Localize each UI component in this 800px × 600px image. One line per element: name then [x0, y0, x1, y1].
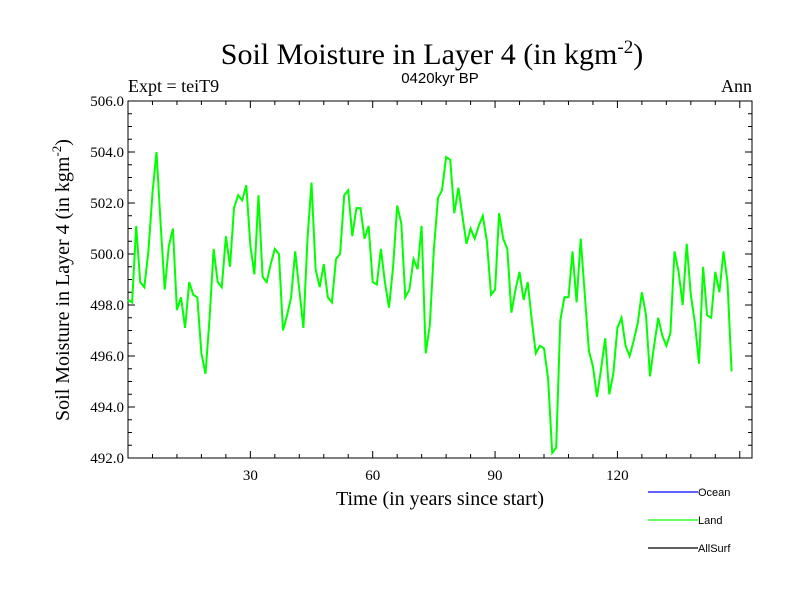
y-tick-label: 506.0: [90, 94, 124, 110]
legend: Ocean Land AllSurf: [648, 487, 731, 555]
x-tick-label: 30: [243, 468, 258, 484]
y-tick-label: 502.0: [90, 196, 124, 212]
y-tick-label: 504.0: [90, 145, 124, 161]
y-tick-label: 494.0: [90, 400, 124, 416]
legend-label-allsurf: AllSurf: [698, 543, 731, 555]
legend-label-ocean: Ocean: [698, 487, 730, 499]
season-label: Ann: [721, 76, 752, 96]
chart-title: Soil Moisture in Layer 4 (in kgm-2): [221, 37, 643, 71]
x-tick-label: 60: [365, 468, 380, 484]
axis-ticks: 492.0 494.0 496.0 498.0 500.0 502.0 504.0 506.0…: [90, 94, 752, 484]
period-label: 0420kyr BP: [401, 70, 479, 87]
series-layer: [127, 151, 733, 456]
y-tick-label: 496.0: [90, 349, 124, 365]
legend-label-land: Land: [698, 515, 722, 527]
y-tick-label: 500.0: [90, 247, 124, 263]
y-tick-label: 492.0: [90, 451, 124, 467]
experiment-label: Expt = teiT9: [128, 76, 219, 96]
x-axis-label: Time (in years since start): [336, 488, 544, 510]
y-tick-label: 498.0: [90, 298, 124, 314]
x-tick-label: 90: [488, 468, 503, 484]
x-tick-label: 120: [606, 468, 629, 484]
series-line-land: [127, 151, 733, 456]
y-axis-label: Soil Moisture in Layer 4 (in kgm-2): [49, 139, 74, 421]
